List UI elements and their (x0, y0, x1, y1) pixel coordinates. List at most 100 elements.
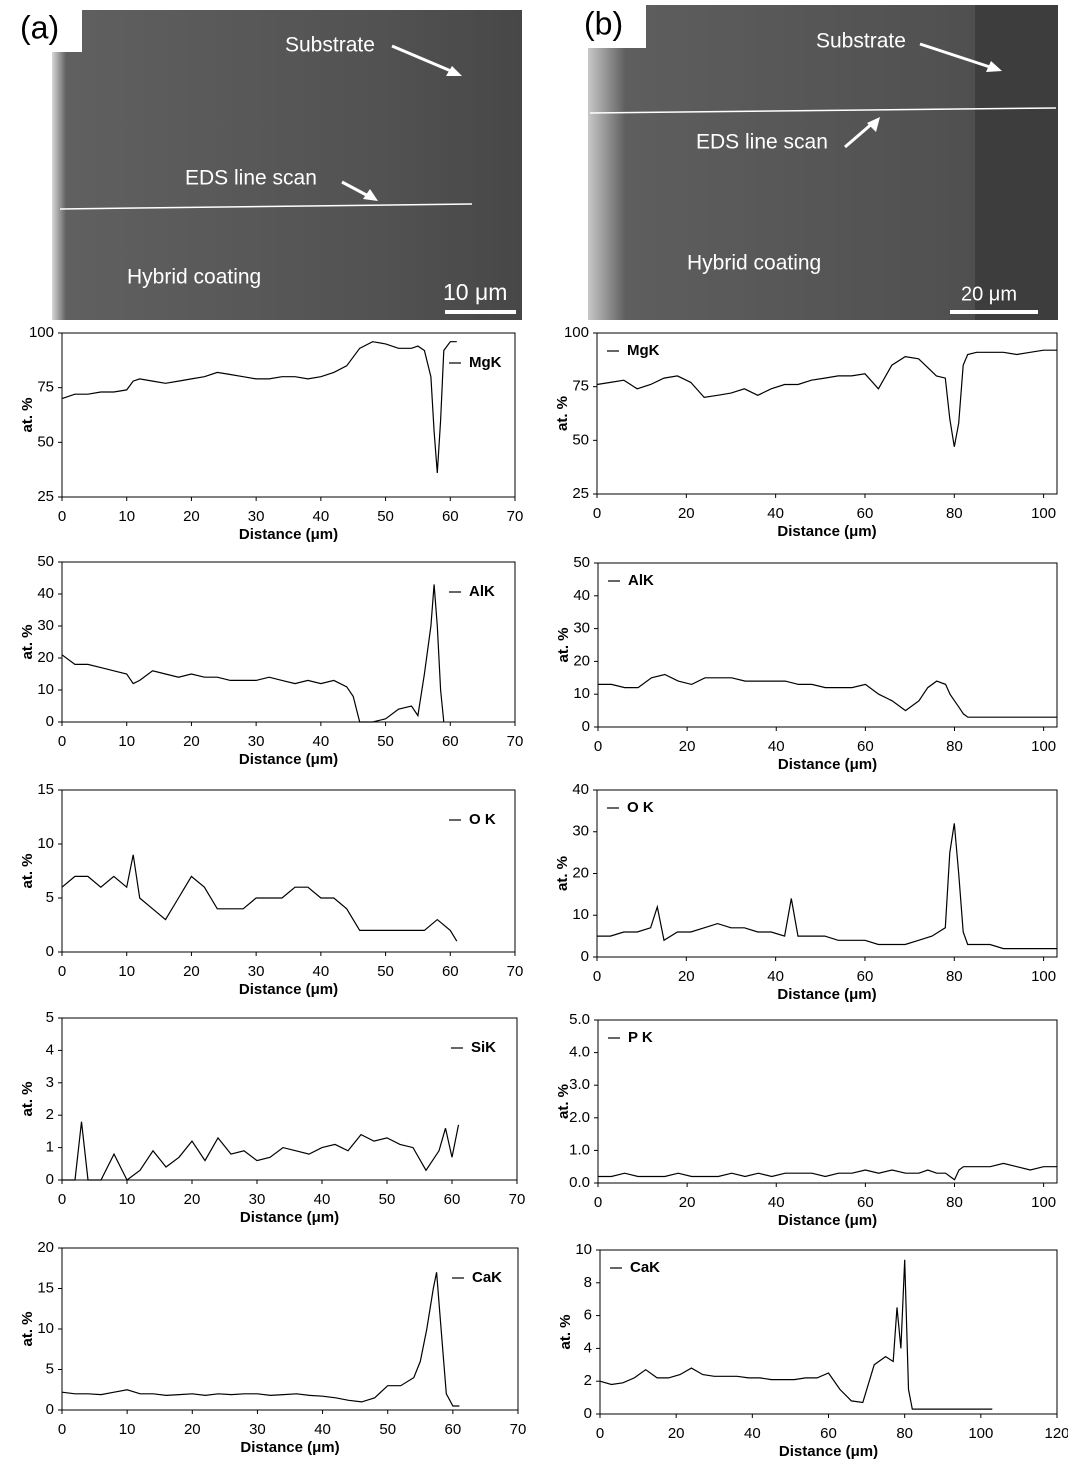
y-tick-label: 5.0 (569, 1011, 590, 1028)
x-tick-label: 70 (510, 1421, 527, 1438)
y-tick-label: 10 (37, 1320, 54, 1337)
y-tick-label: 3.0 (569, 1076, 590, 1093)
x-tick-label: 10 (118, 508, 135, 525)
plot-area (61, 1247, 519, 1411)
y-tick-label: 20 (573, 652, 590, 669)
panel-label: (b) (584, 5, 623, 41)
x-axis-title: Distance (μm) (239, 751, 338, 768)
y-tick-label: 75 (572, 378, 589, 395)
legend-label: AlK (469, 583, 495, 600)
y-tick-label: 20 (37, 1239, 54, 1256)
x-tick-label: 70 (507, 963, 524, 980)
x-tick-label: 20 (184, 1421, 201, 1438)
data-line (596, 349, 1057, 447)
annotation: Substrate (285, 34, 375, 57)
x-tick-label: 100 (1031, 738, 1056, 755)
x-tick-label: 80 (946, 738, 963, 755)
x-tick-label: 0 (58, 963, 66, 980)
x-tick-label: 60 (442, 963, 459, 980)
substrate-region (975, 5, 1058, 320)
x-tick-label: 50 (377, 508, 394, 525)
x-tick-label: 50 (377, 733, 394, 750)
arrow-head (867, 117, 880, 132)
legend-label: SiK (471, 1039, 496, 1056)
y-tick-label: 40 (572, 781, 589, 798)
x-axis-title: Distance (μm) (778, 756, 877, 773)
y-tick-label: 0.0 (569, 1174, 590, 1191)
y-tick-label: 10 (572, 906, 589, 923)
data-line (61, 341, 457, 473)
x-tick-label: 70 (509, 1191, 526, 1208)
y-tick-label: 50 (37, 433, 54, 450)
x-tick-label: 60 (820, 1425, 837, 1442)
y-axis-title: at. % (554, 396, 571, 431)
x-axis-title: Distance (μm) (779, 1443, 878, 1460)
sem-image (52, 10, 522, 320)
arrow (391, 44, 459, 76)
data-line (598, 673, 1057, 718)
y-tick-label: 10 (37, 835, 54, 852)
y-tick-label: 20 (37, 649, 54, 666)
plot-area (61, 1017, 518, 1181)
x-tick-label: 100 (1031, 505, 1056, 522)
y-tick-label: 0 (584, 1405, 592, 1422)
y-tick-label: 5 (46, 1009, 54, 1026)
y-tick-label: 1 (46, 1139, 54, 1156)
x-tick-label: 20 (678, 505, 695, 522)
x-tick-label: 80 (946, 505, 963, 522)
x-axis-title: Distance (μm) (240, 1439, 339, 1456)
x-tick-label: 60 (857, 968, 874, 985)
x-tick-label: 60 (445, 1421, 462, 1438)
x-tick-label: 40 (314, 1191, 331, 1208)
x-tick-label: 60 (857, 738, 874, 755)
x-tick-label: 0 (58, 1421, 66, 1438)
y-tick-label: 5 (46, 1360, 54, 1377)
annotation: Substrate (816, 30, 906, 53)
y-tick-label: 8 (584, 1274, 592, 1291)
x-tick-label: 40 (768, 1194, 785, 1211)
legend-label: P K (628, 1029, 653, 1046)
x-tick-label: 80 (946, 968, 963, 985)
legend-label: MgK (627, 342, 660, 359)
legend-label: CaK (630, 1259, 660, 1276)
y-axis-title: at. % (554, 856, 571, 891)
x-tick-label: 20 (183, 733, 200, 750)
data-line (61, 1272, 460, 1407)
x-tick-label: 80 (946, 1194, 963, 1211)
x-tick-label: 20 (184, 1191, 201, 1208)
x-tick-label: 30 (248, 963, 265, 980)
x-tick-label: 30 (249, 1421, 266, 1438)
y-tick-label: 50 (573, 554, 590, 571)
y-tick-label: 3 (46, 1074, 54, 1091)
x-tick-label: 10 (119, 1421, 136, 1438)
y-tick-label: 2 (584, 1372, 592, 1389)
x-tick-label: 50 (377, 963, 394, 980)
x-tick-label: 0 (58, 1191, 66, 1208)
x-tick-label: 30 (248, 508, 265, 525)
y-tick-label: 25 (572, 485, 589, 502)
y-tick-label: 6 (584, 1307, 592, 1324)
y-tick-label: 0 (46, 1171, 54, 1188)
x-tick-label: 60 (442, 508, 459, 525)
label-box (0, 0, 82, 52)
x-axis-title: Distance (μm) (239, 981, 338, 998)
arrow-head (446, 66, 462, 76)
panel-label: (a) (20, 9, 59, 45)
arrow (919, 42, 997, 71)
x-tick-label: 70 (507, 733, 524, 750)
x-tick-label: 100 (1031, 968, 1056, 985)
y-axis-title: at. % (555, 627, 572, 662)
x-axis-title: Distance (μm) (777, 523, 876, 540)
x-tick-label: 20 (183, 963, 200, 980)
y-axis-title: at. % (557, 1314, 574, 1349)
x-tick-label: 0 (593, 505, 601, 522)
data-line (62, 1121, 460, 1181)
y-tick-label: 10 (573, 685, 590, 702)
x-tick-label: 30 (248, 733, 265, 750)
annotation: Hybrid coating (687, 252, 821, 275)
x-tick-label: 50 (379, 1421, 396, 1438)
y-tick-label: 25 (37, 488, 54, 505)
y-tick-label: 5 (46, 889, 54, 906)
annotation: EDS line scan (696, 131, 828, 154)
